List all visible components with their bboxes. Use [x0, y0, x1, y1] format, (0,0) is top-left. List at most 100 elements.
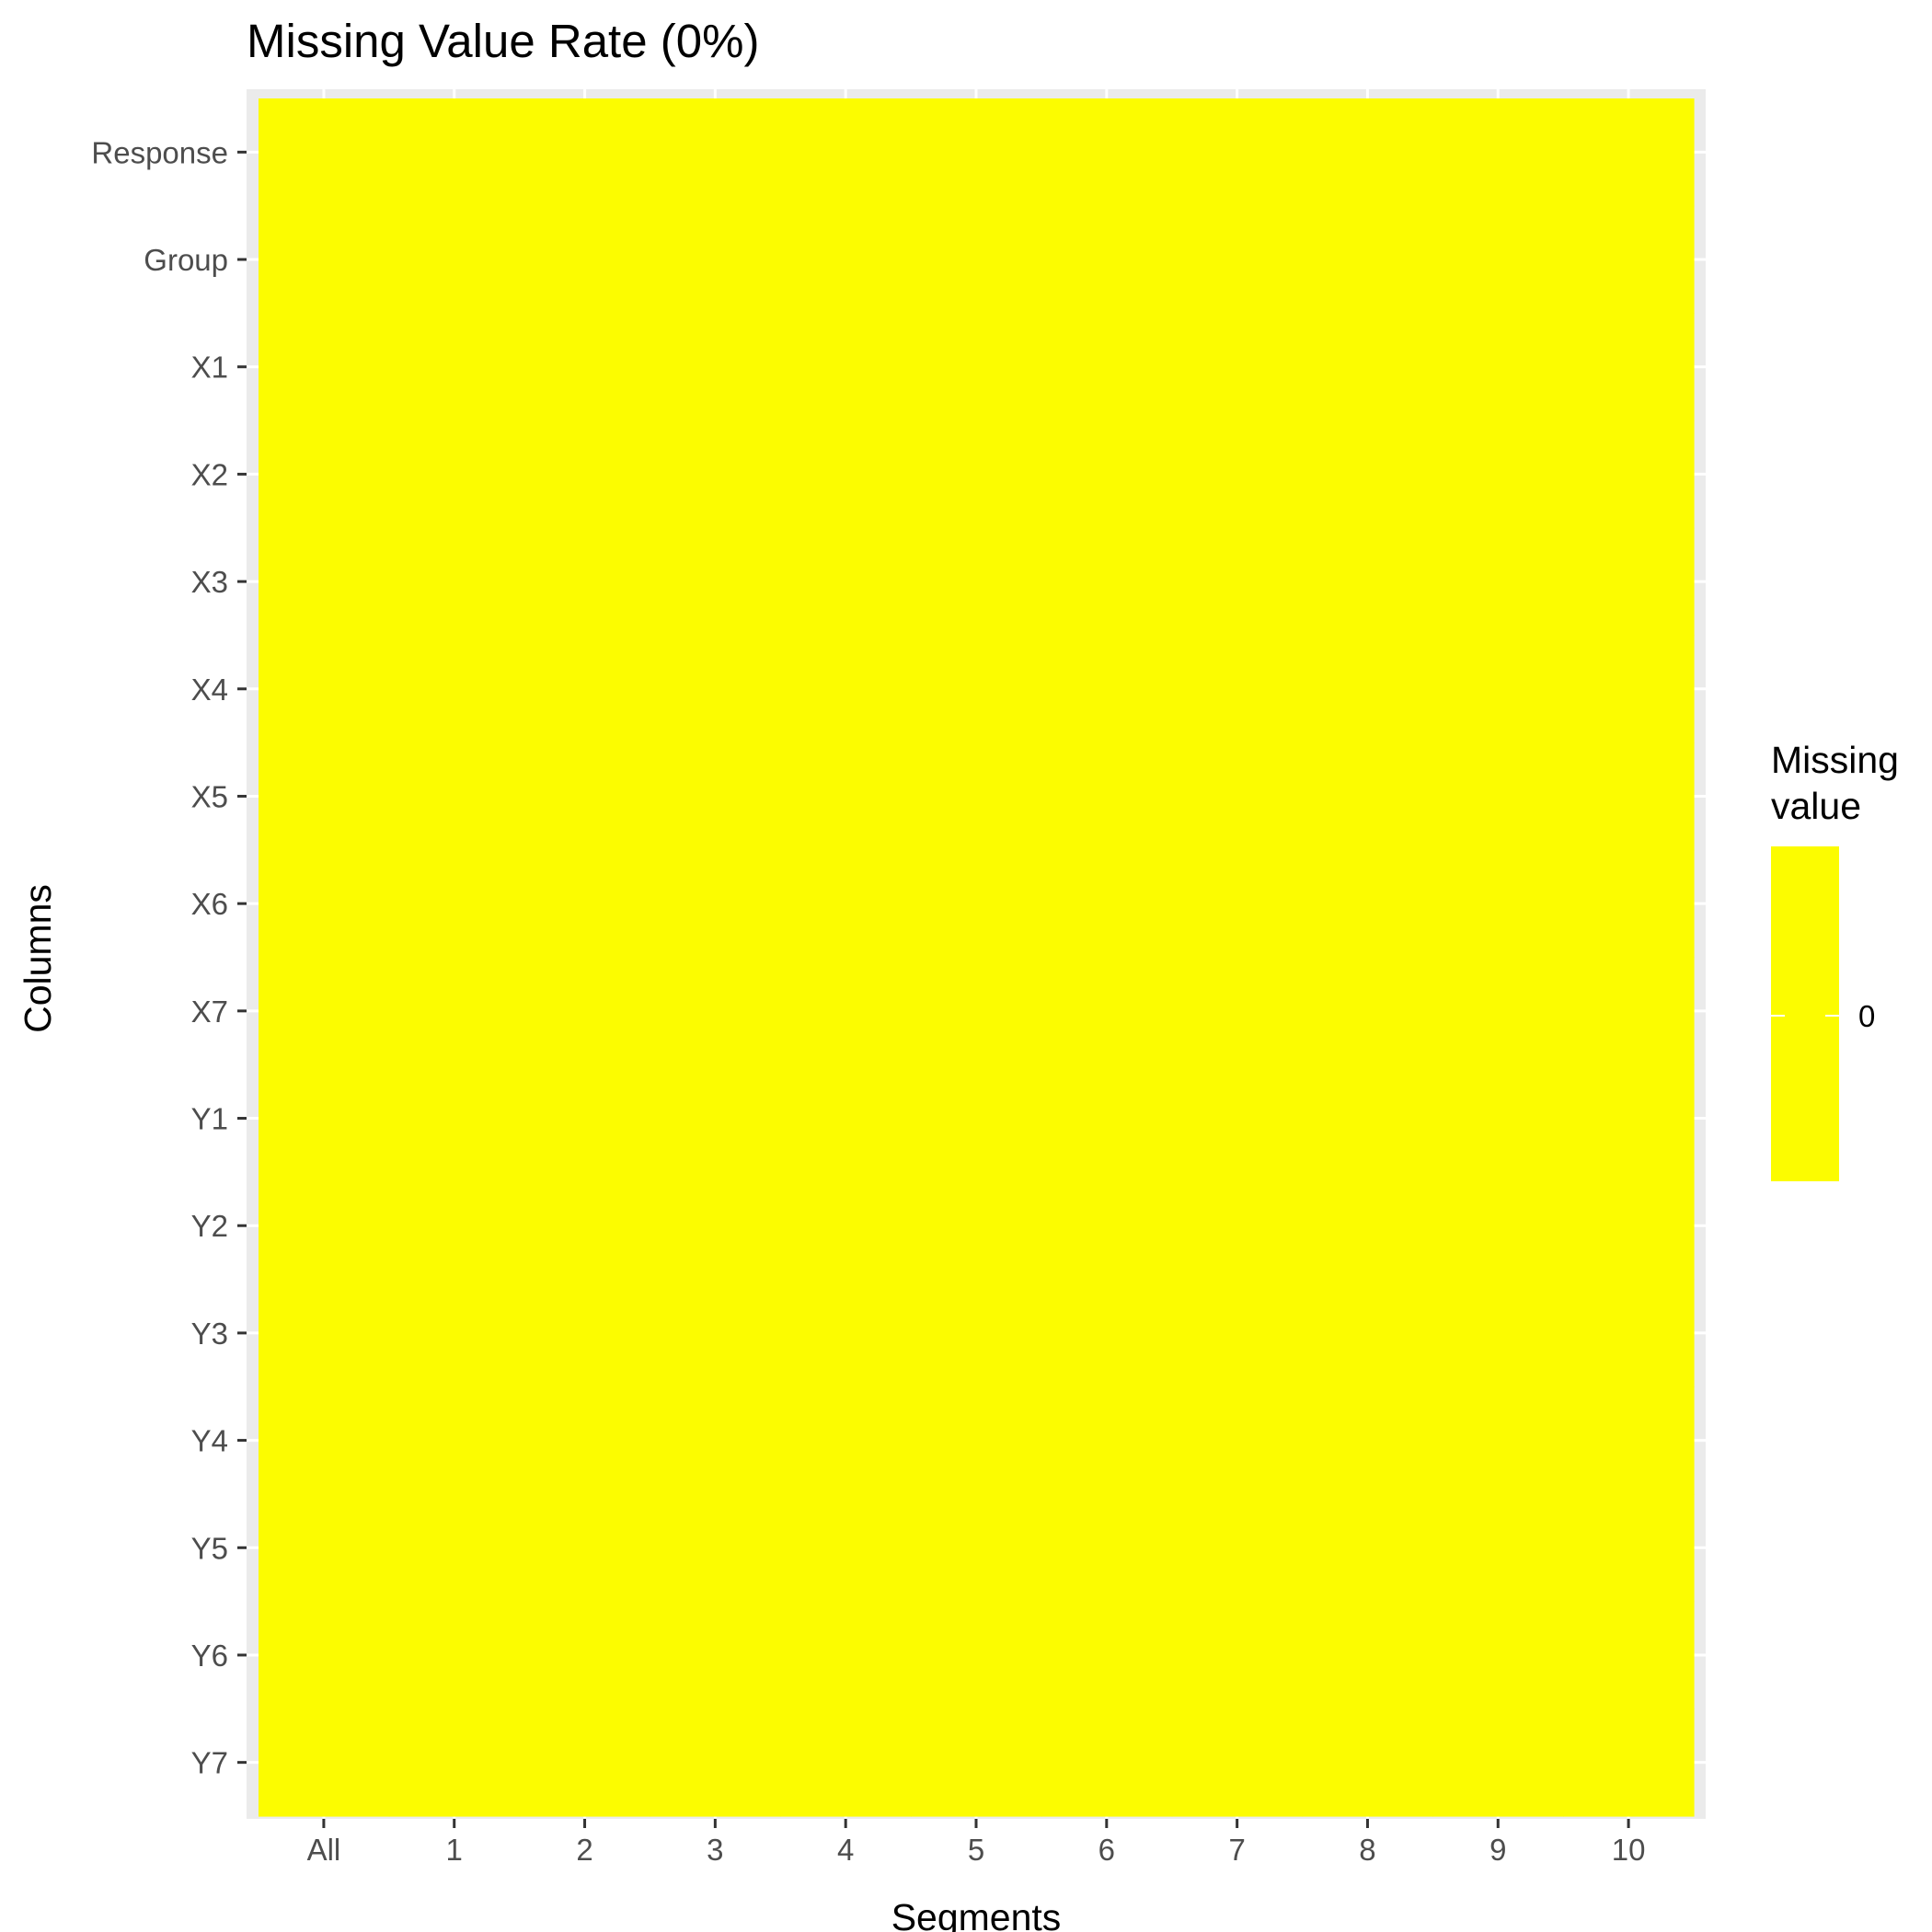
heatmap-cell	[1302, 1601, 1433, 1709]
heatmap-cell	[780, 1171, 912, 1281]
heatmap-cell	[1432, 1279, 1564, 1387]
heatmap-cell	[1302, 1386, 1433, 1495]
heatmap-cell	[519, 849, 651, 959]
heatmap-cell	[650, 1279, 781, 1387]
x-tick-label: 1	[446, 1833, 463, 1867]
heatmap-cell	[519, 205, 651, 314]
heatmap-cell	[259, 1386, 390, 1495]
heatmap-cell	[1041, 420, 1173, 529]
heatmap-cell	[650, 1708, 781, 1817]
heatmap-cell	[650, 849, 781, 959]
x-tick-label: 10	[1612, 1833, 1646, 1867]
heatmap-cell	[519, 1171, 651, 1281]
heatmap-cell	[1432, 635, 1564, 743]
heatmap-cell	[519, 635, 651, 743]
heatmap-cell	[1563, 527, 1695, 637]
heatmap-cell	[650, 1493, 781, 1603]
heatmap-cell	[1563, 1386, 1695, 1495]
heatmap-cell	[259, 742, 390, 851]
heatmap-cell	[519, 1493, 651, 1603]
heatmap-cell	[1302, 1064, 1433, 1173]
y-tick-label: X7	[191, 995, 228, 1029]
heatmap-cell	[388, 205, 521, 314]
heatmap-cell	[650, 205, 781, 314]
heatmap-cell	[780, 1386, 912, 1495]
heatmap-cell	[1563, 1708, 1695, 1817]
heatmap-cell	[1563, 1279, 1695, 1387]
heatmap-cell	[911, 635, 1042, 743]
x-tick-label: All	[307, 1833, 341, 1867]
heatmap-cell	[519, 1708, 651, 1817]
heatmap-cell	[650, 1601, 781, 1709]
heatmap-cell	[259, 1601, 390, 1709]
heatmap-cell	[780, 1279, 912, 1387]
heatmap-cell	[780, 313, 912, 421]
heatmap-cell	[519, 1386, 651, 1495]
heatmap-cell	[1041, 98, 1173, 207]
heatmap-cell	[388, 420, 521, 529]
heatmap-cell	[259, 849, 390, 959]
legend-title-line-1: Missing	[1771, 739, 1899, 781]
heatmap-cell	[911, 742, 1042, 851]
heatmap-cell	[1563, 1064, 1695, 1173]
heatmap-cell	[1171, 742, 1304, 851]
heatmap-cell	[1302, 1279, 1433, 1387]
heatmap-cell	[911, 205, 1042, 314]
x-axis: All 1 2 3 4 5 6 7 8 9 10	[307, 1819, 1646, 1867]
heatmap-cell	[650, 1171, 781, 1281]
heatmap-cell	[1041, 957, 1173, 1065]
heatmap-cell	[519, 1601, 651, 1709]
heatmap-cell	[650, 742, 781, 851]
heatmap-cell	[1302, 742, 1433, 851]
heatmap-cell	[780, 1064, 912, 1173]
heatmap-cell	[780, 527, 912, 637]
heatmap-cell	[1041, 635, 1173, 743]
heatmap-cell	[259, 1708, 390, 1817]
heatmap-cell	[911, 98, 1042, 207]
heatmap-cell	[911, 1493, 1042, 1603]
heatmap-cell	[1563, 957, 1695, 1065]
heatmap-cell	[519, 527, 651, 637]
heatmap-cell	[388, 527, 521, 637]
heatmap-cell	[259, 1493, 390, 1603]
heatmap-cell	[1302, 849, 1433, 959]
heatmap-cell	[259, 313, 390, 421]
legend: Missing value 0	[1771, 739, 1899, 1181]
x-tick-label: 6	[1098, 1833, 1115, 1867]
heatmap-cell	[259, 635, 390, 743]
heatmap-cell	[1171, 313, 1304, 421]
heatmap-cell	[1171, 635, 1304, 743]
heatmap-cell	[1041, 527, 1173, 637]
heatmap-cell	[388, 1064, 521, 1173]
heatmap-cell	[519, 313, 651, 421]
heatmap-cell	[519, 1279, 651, 1387]
heatmap-cell	[388, 1601, 521, 1709]
heatmap-cell	[1041, 849, 1173, 959]
heatmap-cell	[911, 527, 1042, 637]
x-tick-label: 9	[1489, 1833, 1506, 1867]
heatmap-cell	[388, 1386, 521, 1495]
heatmap-cell	[1041, 1171, 1173, 1281]
y-tick-label: Group	[144, 243, 228, 277]
heatmap-cell	[1432, 420, 1564, 529]
heatmap-cell	[1171, 1601, 1304, 1709]
y-tick-label: X2	[191, 457, 228, 491]
heatmap-cell	[780, 1708, 912, 1817]
heatmap-cell	[650, 420, 781, 529]
heatmap-cell	[1563, 849, 1695, 959]
heatmap-cell	[388, 849, 521, 959]
x-tick-label: 3	[707, 1833, 723, 1867]
heatmap-cell	[1171, 1493, 1304, 1603]
y-tick-label: Y1	[191, 1102, 228, 1136]
heatmap-cell	[1302, 205, 1433, 314]
heatmap-cell	[1432, 527, 1564, 637]
heatmap-cell	[650, 635, 781, 743]
y-tick-label: Y4	[191, 1424, 228, 1458]
heatmap-cell	[650, 98, 781, 207]
heatmap-cell	[1171, 957, 1304, 1065]
heatmap-cell	[911, 1279, 1042, 1387]
heatmap-cell	[1563, 1493, 1695, 1603]
heatmap-cell	[1171, 205, 1304, 314]
heatmap-cell	[650, 957, 781, 1065]
